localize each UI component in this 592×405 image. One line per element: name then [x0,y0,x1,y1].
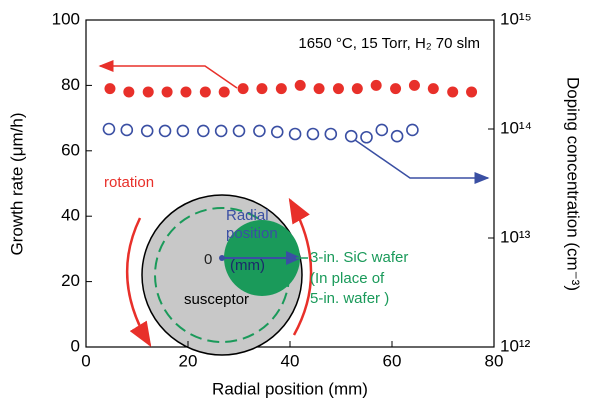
chart: 1650 °C, 15 Torr, H₂ 70 slm rotation Rad… [0,0,592,405]
data-point [256,83,267,94]
y2-tick-label: 10¹⁵ [500,9,532,28]
data-point [272,126,283,137]
rotation-label: rotation [104,174,154,191]
x-axis-label: Radial position (mm) [212,379,368,398]
diagram-label: 0 [204,251,212,268]
y-axis-label: Growth rate (μm/h) [7,113,26,256]
diagram-label: susceptor [184,291,249,308]
data-point [392,131,403,142]
inset-diagram [127,195,311,355]
data-point [160,125,171,136]
y-tick-label: 20 [61,271,80,290]
data-point [314,83,325,94]
data-point [142,125,153,136]
data-point [121,124,132,135]
origin-dot [219,255,225,261]
data-point [238,83,249,94]
data-point [198,125,209,136]
data-point [325,128,336,139]
y2-tick-label: 10¹⁴ [500,118,532,137]
diagram-label: (In place of [310,270,385,287]
data-point [276,83,287,94]
y-tick-label: 80 [61,75,80,94]
x-tick-label: 60 [383,351,402,370]
y2-tick-label: 10¹² [500,336,531,355]
data-point [428,83,439,94]
y-tick-label: 100 [52,9,80,28]
data-point [409,80,420,91]
data-point [180,86,191,97]
data-point [447,86,458,97]
data-point [200,86,211,97]
data-point [254,125,265,136]
data-point [376,124,387,135]
data-point [333,83,344,94]
diagram-label: 5-in. wafer ) [310,290,389,307]
data-point [407,124,418,135]
data-point [295,80,306,91]
data-point [361,132,372,143]
data-point [352,83,363,94]
y-tick-label: 40 [61,206,80,225]
data-point [103,124,114,135]
series-pointer [100,66,237,88]
data-point [290,128,301,139]
data-point [307,128,318,139]
data-point [216,125,227,136]
diagram-label: 3-in. SiC wafer [310,249,408,266]
x-tick-label: 20 [179,351,198,370]
data-point [123,86,134,97]
data-point [177,125,188,136]
data-point [104,83,115,94]
data-point [234,125,245,136]
diagram-label: Radial [226,207,269,224]
data-point [466,86,477,97]
data-point [143,86,154,97]
y-tick-label: 60 [61,140,80,159]
series-pointer [355,140,488,178]
data-point [219,86,230,97]
data-point [346,131,357,142]
diagram-label: (mm) [230,257,265,274]
x-tick-label: 0 [81,351,90,370]
x-tick-label: 40 [281,351,300,370]
data-point [371,80,382,91]
data-point [390,83,401,94]
y2-tick-label: 10¹³ [500,227,531,246]
diagram-label: position [226,225,278,242]
data-point [162,86,173,97]
y-tick-label: 0 [71,336,80,355]
condition-note: 1650 °C, 15 Torr, H₂ 70 slm [298,35,480,52]
y2-axis-label: Doping concentration (cm⁻³) [564,77,583,291]
